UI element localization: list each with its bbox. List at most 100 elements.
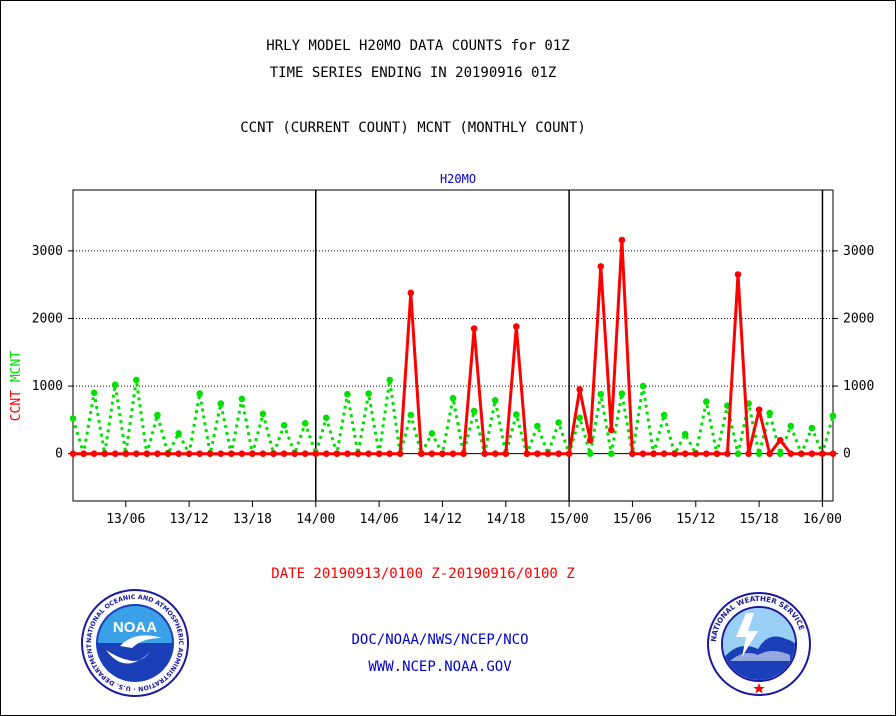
data-point-ccnt xyxy=(639,450,647,458)
data-point-ccnt xyxy=(597,263,605,270)
org-line: DOC/NOAA/NWS/NCEP/NCO xyxy=(351,632,529,648)
data-point-ccnt xyxy=(407,289,415,297)
data-point-ccnt xyxy=(724,450,731,458)
data-point-ccnt xyxy=(418,450,425,458)
data-point-mcnt xyxy=(365,390,372,397)
data-point-ccnt xyxy=(185,450,193,458)
series-line-mcnt xyxy=(71,378,835,456)
data-point-ccnt xyxy=(819,450,826,458)
data-point-ccnt xyxy=(280,450,288,458)
x-tick-label: 15/12 xyxy=(676,512,715,527)
x-tick-label: 14/06 xyxy=(360,512,399,527)
data-point-ccnt xyxy=(439,450,446,458)
data-point-mcnt xyxy=(111,381,119,389)
data-point-ccnt xyxy=(164,450,172,458)
data-point-ccnt xyxy=(375,450,383,458)
y-tick-label-right-2000: 2000 xyxy=(843,311,874,326)
data-point-mcnt xyxy=(776,450,784,458)
data-point-ccnt xyxy=(228,450,235,458)
website-url[interactable]: WWW.NCEP.NOAA.GOV xyxy=(368,659,512,675)
data-point-ccnt xyxy=(544,450,552,458)
data-point-mcnt xyxy=(586,450,594,458)
x-tick-label: 13/06 xyxy=(106,512,145,527)
data-point-ccnt xyxy=(206,450,214,458)
data-point-ccnt xyxy=(766,450,773,458)
data-point-mcnt xyxy=(323,414,330,422)
y-tick-label-right-3000: 3000 xyxy=(843,244,874,259)
data-point-ccnt xyxy=(154,450,161,458)
data-point-ccnt xyxy=(576,386,583,393)
data-point-mcnt xyxy=(407,411,415,419)
data-point-ccnt xyxy=(217,450,225,458)
data-point-mcnt xyxy=(344,390,351,398)
data-point-ccnt xyxy=(808,450,816,458)
x-tick-label: 15/18 xyxy=(740,512,779,527)
data-point-mcnt xyxy=(734,450,742,458)
data-point-mcnt xyxy=(608,450,615,458)
data-point-ccnt xyxy=(69,450,77,458)
x-tick-label: 14/12 xyxy=(423,512,462,527)
data-point-ccnt xyxy=(111,450,119,458)
data-point-ccnt xyxy=(513,323,520,330)
y-tick-label-left-1000: 1000 xyxy=(32,379,63,394)
data-point-ccnt xyxy=(449,450,457,458)
data-point-ccnt xyxy=(259,450,267,458)
data-point-ccnt xyxy=(291,450,299,458)
data-point-mcnt xyxy=(154,411,161,419)
data-point-ccnt xyxy=(713,450,721,458)
data-point-ccnt xyxy=(534,450,541,458)
data-point-mcnt xyxy=(618,390,626,397)
x-tick-label: 13/18 xyxy=(233,512,272,527)
data-point-ccnt xyxy=(365,450,372,458)
y-axis-label: CCNT MCNT xyxy=(9,351,24,422)
data-point-mcnt xyxy=(301,420,309,427)
data-point-ccnt xyxy=(776,436,784,444)
data-point-ccnt xyxy=(671,450,678,458)
data-point-ccnt xyxy=(323,450,330,458)
chart-title-line2: TIME SERIES ENDING IN 20190916 01Z xyxy=(269,65,557,81)
data-point-ccnt xyxy=(270,450,277,458)
data-point-ccnt xyxy=(196,450,203,458)
data-point-ccnt xyxy=(101,450,108,458)
x-tick-label: 14/00 xyxy=(296,512,335,527)
data-point-ccnt xyxy=(122,450,130,458)
data-point-mcnt xyxy=(534,422,541,430)
data-point-ccnt xyxy=(333,450,341,458)
data-point-ccnt xyxy=(470,325,478,332)
data-point-ccnt xyxy=(428,450,436,458)
data-point-ccnt xyxy=(386,450,394,458)
x-tick-label: 13/12 xyxy=(170,512,209,527)
data-point-ccnt xyxy=(80,450,87,458)
data-point-mcnt xyxy=(175,430,182,437)
data-point-mcnt xyxy=(703,398,710,405)
data-point-mcnt xyxy=(681,430,689,438)
data-point-ccnt xyxy=(460,450,467,458)
data-point-ccnt xyxy=(829,450,837,458)
data-point-ccnt xyxy=(143,450,151,458)
data-point-mcnt xyxy=(470,407,478,415)
data-point-mcnt xyxy=(787,422,795,430)
data-point-ccnt xyxy=(523,450,531,458)
data-point-mcnt xyxy=(259,410,267,418)
x-tick-label: 15/06 xyxy=(613,512,652,527)
data-point-mcnt xyxy=(217,400,225,407)
data-point-mcnt xyxy=(238,395,246,403)
data-point-ccnt xyxy=(703,450,710,458)
data-point-ccnt xyxy=(681,450,689,458)
data-point-mcnt xyxy=(90,389,98,397)
data-point-mcnt xyxy=(428,430,436,437)
data-point-ccnt xyxy=(692,450,700,458)
y-axis-label-mcnt: MCNT xyxy=(9,351,24,382)
data-point-mcnt xyxy=(386,376,394,384)
chart-legend-description: CCNT (CURRENT COUNT) MCNT (MONTHLY COUNT… xyxy=(240,120,586,136)
nws-logo: NATIONAL WEATHER SERVICE xyxy=(707,592,811,696)
chart-title-line1: HRLY MODEL H20MO DATA COUNTS for 01Z xyxy=(266,38,570,54)
data-point-mcnt xyxy=(639,382,647,390)
data-point-ccnt xyxy=(502,450,510,458)
data-point-ccnt xyxy=(396,450,404,458)
data-point-mcnt xyxy=(449,394,457,402)
data-point-ccnt xyxy=(301,450,309,458)
data-point-ccnt xyxy=(608,426,615,434)
series-line-ccnt xyxy=(73,238,833,456)
